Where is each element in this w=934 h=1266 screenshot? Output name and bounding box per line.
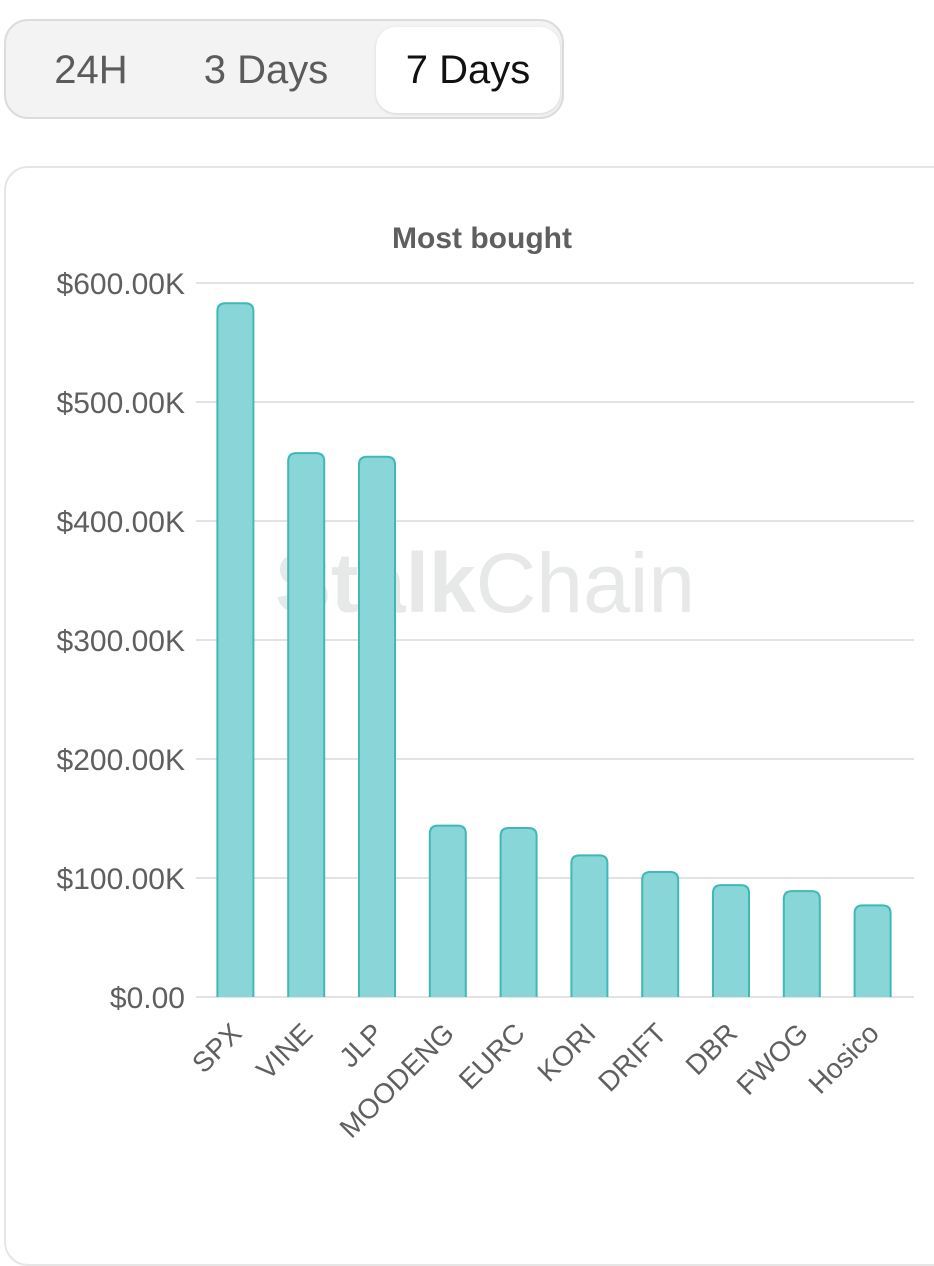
x-tick-label: VINE — [250, 1017, 318, 1085]
bar-drift[interactable] — [641, 871, 680, 997]
chart-card — [4, 166, 934, 1266]
y-tick-label: $200.00K — [57, 744, 185, 777]
bar-hosico[interactable] — [853, 904, 892, 997]
bar-fwog[interactable] — [782, 890, 821, 997]
bar-eurc[interactable] — [499, 827, 538, 997]
y-tick-label: $400.00K — [57, 506, 185, 539]
bar-vine[interactable] — [287, 452, 326, 997]
x-tick-label: DBR — [680, 1017, 744, 1081]
y-tick-label: $500.00K — [57, 387, 185, 420]
x-tick-label: KORI — [531, 1017, 601, 1087]
x-tick-label: SPX — [186, 1017, 248, 1079]
most-bought-chart: StalkChain Most bought $0.00 $100.00K $200… — [57, 222, 914, 1144]
y-tick-label: $100.00K — [57, 863, 185, 896]
x-tick-label: DRIFT — [592, 1017, 672, 1097]
tab-7-days[interactable]: 7 Days — [376, 27, 560, 113]
bar-dbr[interactable] — [712, 884, 750, 997]
x-tick-label: Hosico — [802, 1017, 884, 1099]
x-tick-label: FWOG — [731, 1017, 815, 1101]
y-tick-label: $0.00 — [110, 982, 185, 1015]
tab-24h[interactable]: 24H — [54, 47, 128, 92]
x-tick-label: EURC — [453, 1017, 531, 1095]
bar-kori[interactable] — [570, 854, 609, 997]
tab-3-days[interactable]: 3 Days — [203, 47, 329, 92]
y-tick-label: $600.00K — [57, 268, 185, 301]
bar-jlp[interactable] — [358, 455, 396, 997]
y-tick-label: $300.00K — [57, 625, 185, 658]
watermark: StalkChain — [275, 536, 695, 630]
chart-title: Most bought — [392, 222, 572, 255]
x-tick-label: JLP — [333, 1017, 389, 1073]
bar-moodeng[interactable] — [428, 824, 467, 997]
time-range-tabs: 24H 3 Days 7 Days — [4, 19, 564, 119]
bar-spx[interactable] — [216, 302, 255, 997]
